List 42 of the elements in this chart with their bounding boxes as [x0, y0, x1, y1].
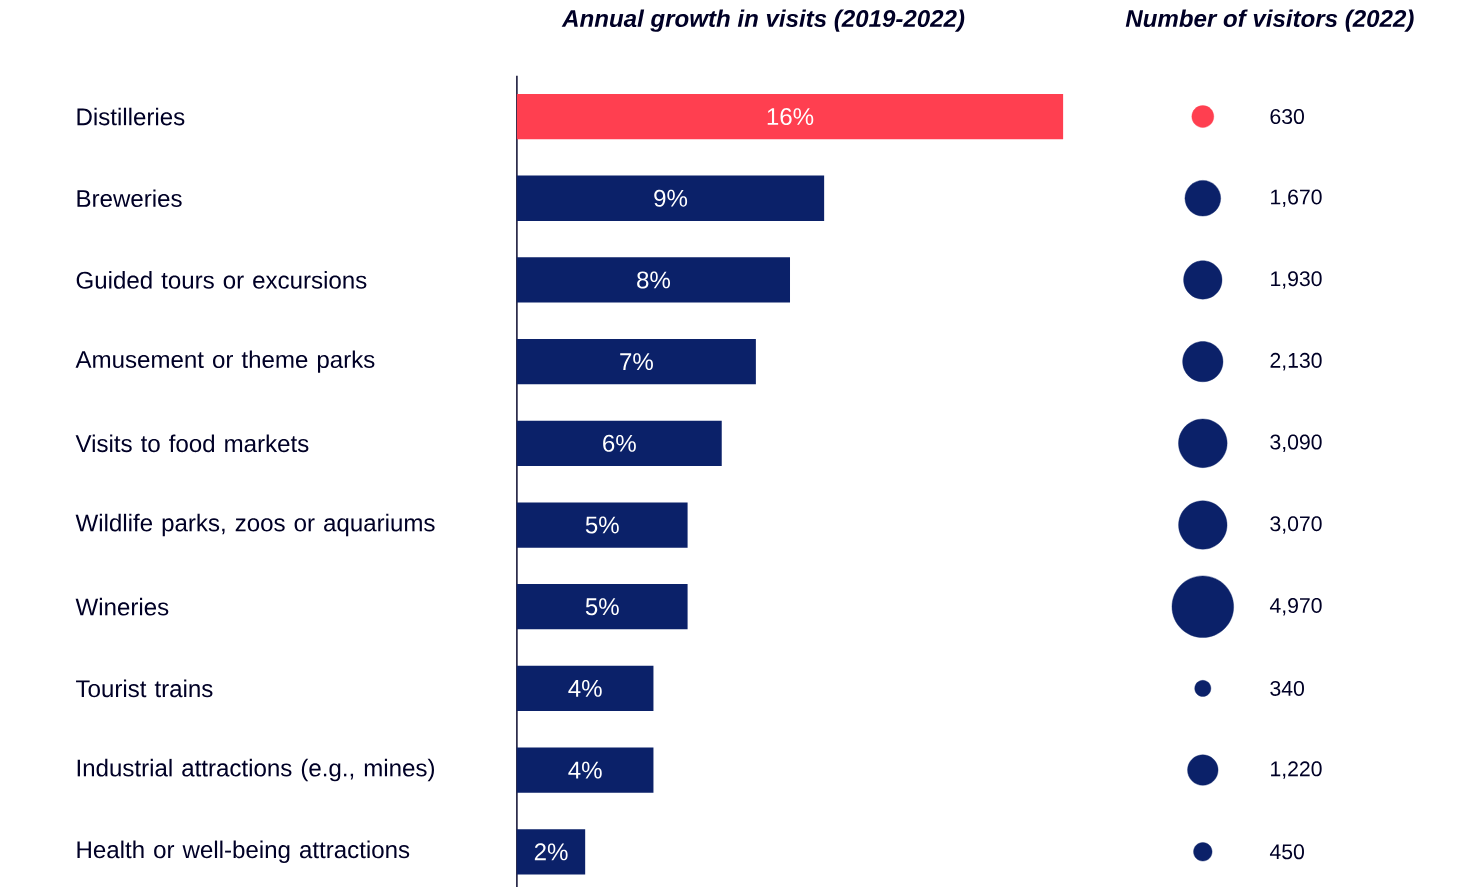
bar	[516, 93, 1064, 140]
data-label: 1,930	[1271, 271, 1322, 289]
data-label: 9%	[654, 189, 688, 207]
text: Number of visitors (2022)	[1125, 9, 1414, 32]
data-label: 5%	[585, 598, 619, 616]
data-label: 4%	[568, 679, 602, 697]
bar	[516, 338, 756, 385]
data-label: 1,220	[1271, 761, 1322, 779]
data-label: 7%	[620, 353, 653, 370]
y-tick-label: Wineries	[75, 597, 169, 616]
data-label: 4,970	[1269, 597, 1322, 616]
y-tick-label: Industrial attractions (e.g., mines)	[77, 758, 434, 782]
data-label: 3,090	[1270, 434, 1322, 452]
data-label: 2,130	[1270, 352, 1322, 371]
bar	[516, 502, 688, 548]
y-tick-label: Health or well-being attractions	[77, 840, 410, 863]
data-label: 630	[1270, 108, 1304, 124]
chart-title: Annual growth in visits (2019-2022)	[561, 9, 965, 32]
y-tick-label: Amusement or theme parks	[75, 350, 375, 373]
data-label: 4%	[568, 761, 602, 779]
bar	[516, 829, 586, 875]
data-label: 1,670	[1271, 189, 1322, 207]
data-label: 8%	[637, 271, 671, 289]
y-tick-label: Tourist trains	[76, 679, 213, 698]
bar	[516, 420, 722, 466]
y-tick-label: Visits to food markets	[75, 434, 309, 453]
y-tick-label: Distilleries	[77, 107, 185, 126]
data-label: 2%	[534, 843, 568, 861]
y-tick-label: Guided tours or excursions	[76, 270, 367, 289]
data-label: 450	[1269, 844, 1304, 860]
y-tick-label: Wildlife parks, zoos or aquariums	[75, 513, 435, 537]
bar	[516, 583, 688, 630]
data-label: 16%	[767, 107, 814, 125]
bar	[516, 175, 825, 221]
data-label: 5%	[585, 516, 619, 534]
bar	[516, 665, 654, 711]
bar	[516, 747, 654, 793]
data-label: 3,070	[1270, 516, 1322, 534]
y-tick-label: Breweries	[77, 189, 182, 207]
data-label: 340	[1270, 680, 1304, 696]
bar	[516, 257, 791, 303]
data-label: 6%	[603, 434, 636, 452]
